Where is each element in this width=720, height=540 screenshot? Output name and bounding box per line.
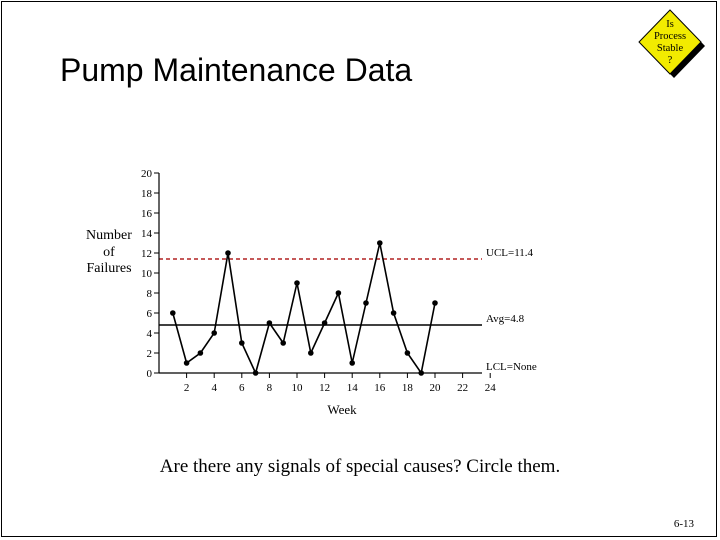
data-point xyxy=(170,310,176,316)
x-tick-label: 8 xyxy=(267,382,273,394)
slide-title: Pump Maintenance Data xyxy=(60,52,413,88)
data-point xyxy=(418,370,425,376)
y-axis-label-line-2: of xyxy=(103,244,115,260)
y-tick-label: 20 xyxy=(141,168,153,180)
reference-line-label: Avg=4.8 xyxy=(486,313,525,325)
data-point xyxy=(377,240,383,246)
x-tick-label: 16 xyxy=(374,382,386,394)
x-tick-label: 12 xyxy=(319,382,330,394)
question-text: Are there any signals of special causes?… xyxy=(159,456,561,477)
y-tick-label: 2 xyxy=(147,348,153,360)
y-axis-label: Number of Failures xyxy=(78,228,140,278)
series-line xyxy=(172,242,436,376)
y-tick-label: 12 xyxy=(141,248,152,260)
data-point xyxy=(404,350,411,356)
data-point xyxy=(308,350,314,356)
data-point xyxy=(280,340,287,346)
reference-lines: UCL=11.4 Avg=4.8 LCL=None xyxy=(159,247,537,373)
data-point xyxy=(349,360,356,366)
badge-line-4: ? xyxy=(668,55,673,66)
data-point xyxy=(183,360,190,366)
data-point xyxy=(225,250,231,256)
y-tick-label: 10 xyxy=(141,268,153,280)
data-point xyxy=(432,300,438,306)
x-tick-label: 6 xyxy=(239,382,245,394)
y-tick-label: 14 xyxy=(141,228,153,240)
data-point xyxy=(252,370,259,376)
y-axis-label-line-1: Number xyxy=(86,228,132,243)
reference-line-label: UCL=11.4 xyxy=(486,247,534,259)
badge-diamond xyxy=(638,9,702,75)
data-series xyxy=(170,240,438,376)
y-axis-label-line-3: Failures xyxy=(86,261,132,276)
data-point xyxy=(266,320,273,326)
x-tick-label: 2 xyxy=(184,382,190,394)
x-tick-label: 4 xyxy=(211,382,217,394)
y-tick-label: 4 xyxy=(147,328,153,340)
y-tick-label: 0 xyxy=(147,368,153,380)
x-tick-label: 22 xyxy=(457,382,468,394)
y-tick-label: 18 xyxy=(141,188,153,200)
page-number: 6-13 xyxy=(673,518,694,530)
x-tick-label: 18 xyxy=(402,382,414,394)
x-tick-label: 20 xyxy=(430,382,442,394)
badge-line-2: Process xyxy=(654,31,686,42)
data-point xyxy=(363,300,369,306)
y-tick-label: 16 xyxy=(141,208,153,220)
data-point xyxy=(239,340,245,346)
badge-line-3: Stable xyxy=(657,43,684,54)
x-tick-label: 10 xyxy=(292,382,304,394)
data-point xyxy=(294,280,300,286)
y-tick-label: 6 xyxy=(147,308,153,320)
x-axis-label: Week xyxy=(327,402,357,417)
badge-line-1: Is xyxy=(666,19,674,30)
is-process-stable-badge: Is Process Stable ? xyxy=(638,9,705,78)
data-point xyxy=(321,320,328,326)
data-point xyxy=(211,330,217,336)
data-point xyxy=(335,290,342,296)
data-point xyxy=(197,350,204,356)
y-tick-label: 8 xyxy=(147,288,153,300)
reference-line-label: LCL=None xyxy=(486,361,537,373)
data-point xyxy=(390,310,397,316)
x-tick-label: 14 xyxy=(347,382,359,394)
x-tick-label: 24 xyxy=(485,382,497,394)
